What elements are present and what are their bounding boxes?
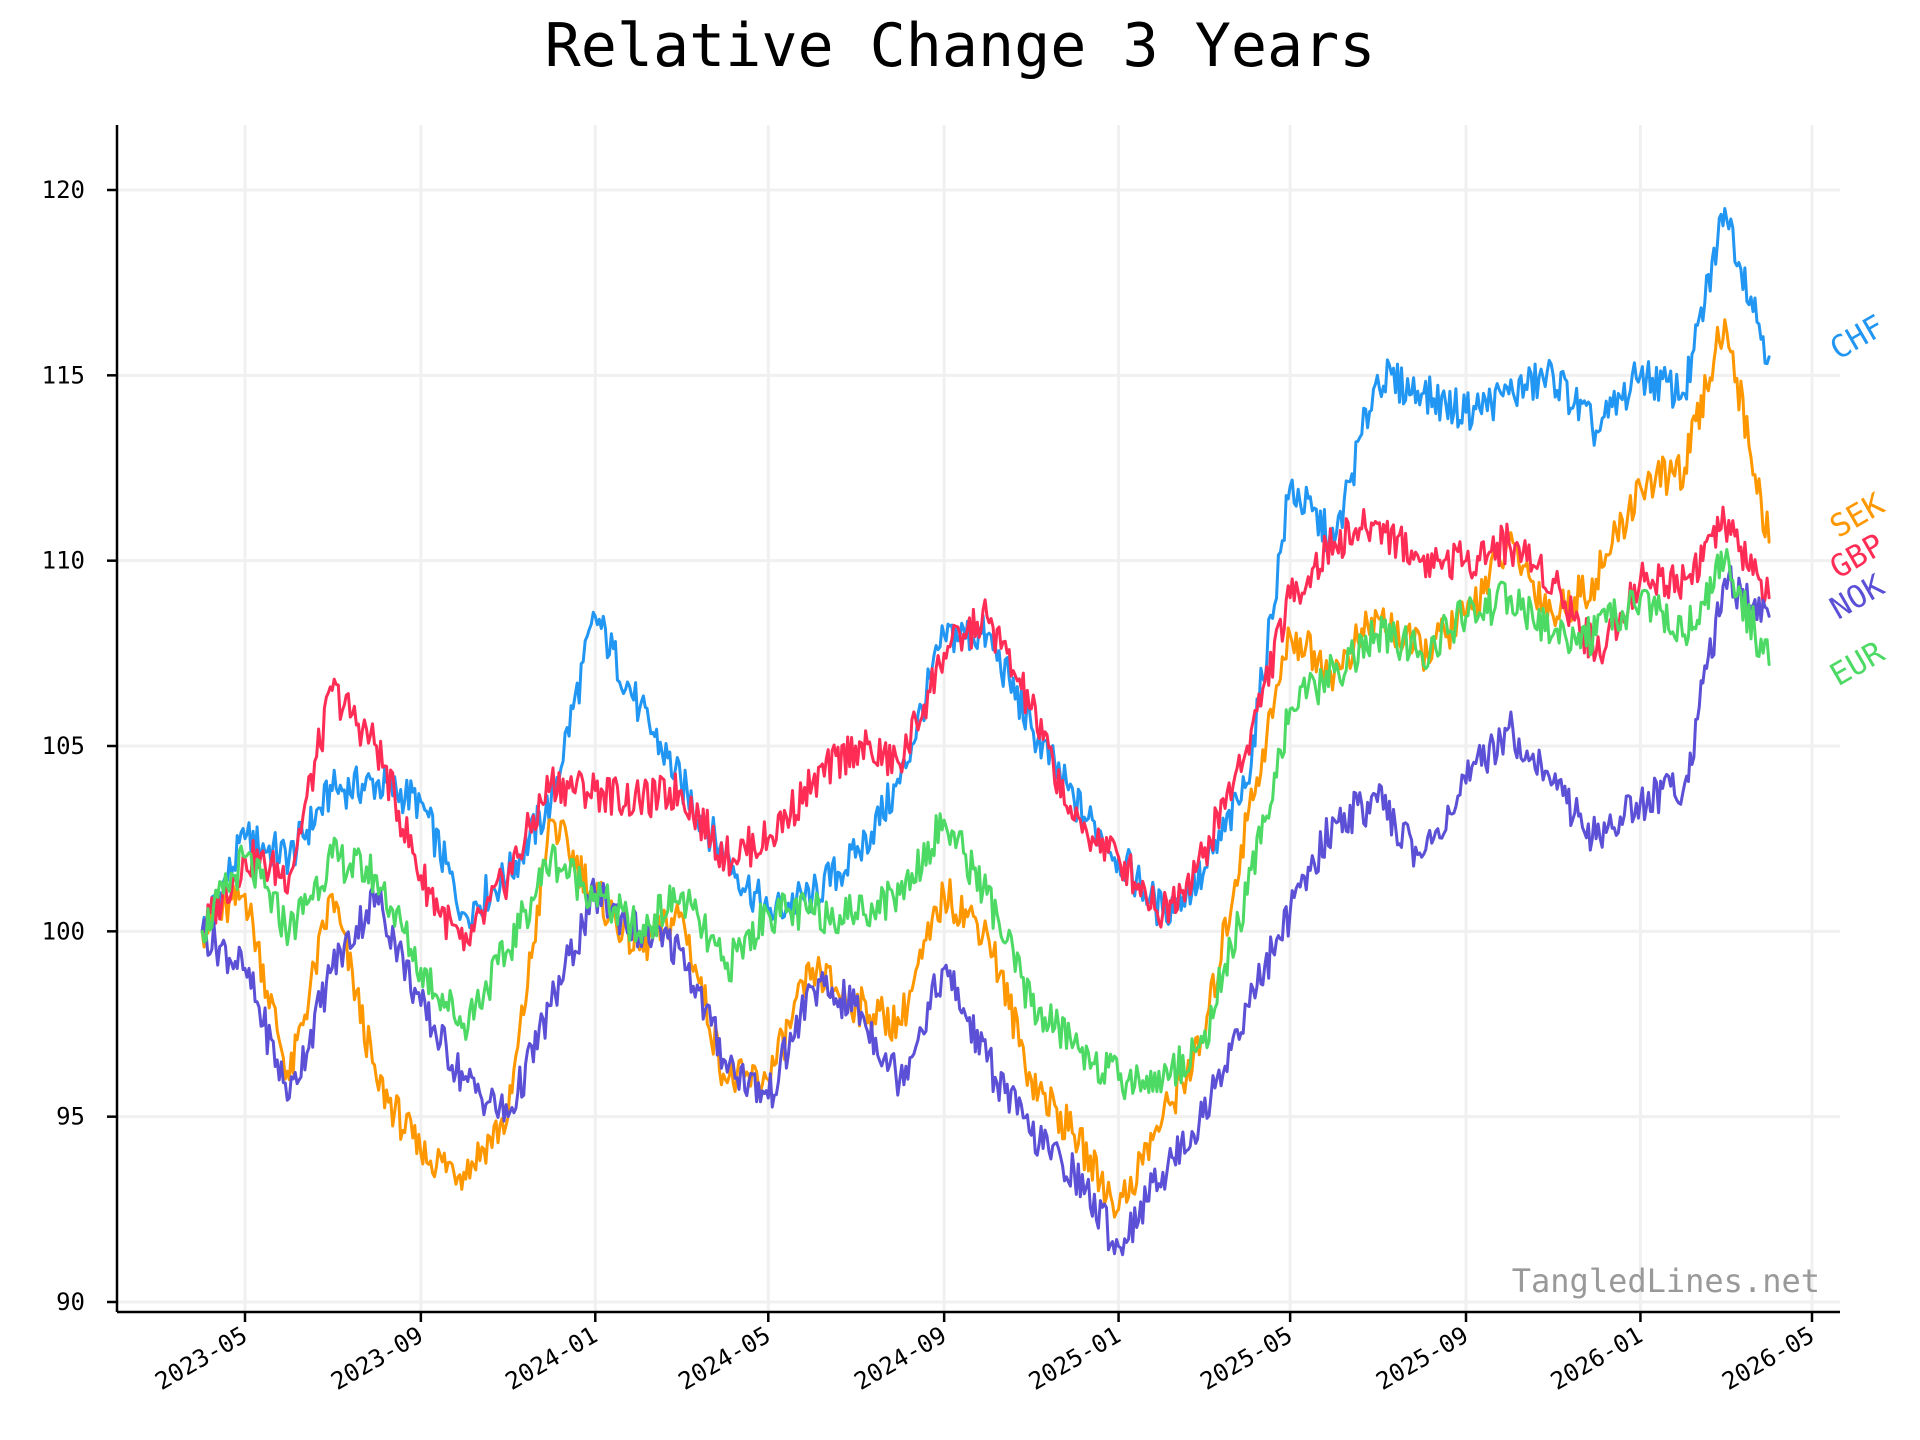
x-tick-label: 2025-09 — [1371, 1321, 1473, 1396]
x-tick-label: 2023-05 — [150, 1321, 252, 1396]
x-ticks: 2023-05 2023-09 2024-01 2024-05 2024-09 2025-… — [150, 1312, 1819, 1396]
x-tick-label: 2025-05 — [1196, 1321, 1298, 1396]
chart-title: Relative Change 3 Years — [545, 11, 1376, 81]
series-line-chf — [200, 207, 1771, 933]
x-tick-label: 2024-05 — [674, 1321, 776, 1396]
series-label-eur: EUR — [1824, 634, 1891, 693]
y-tick-label: 95 — [56, 1103, 85, 1131]
y-tick-label: 120 — [42, 176, 85, 204]
y-tick-label: 115 — [42, 361, 85, 389]
y-tick-label: 90 — [56, 1288, 85, 1316]
series-line-eur — [200, 548, 1771, 1101]
grid — [117, 125, 1840, 1312]
series-line-nok — [200, 565, 1771, 1257]
series-label-chf: CHF — [1824, 308, 1890, 367]
y-tick-label: 110 — [42, 547, 85, 575]
x-tick-label: 2024-01 — [501, 1321, 603, 1396]
y-ticks: 90 95 100 105 110 115 120 — [42, 176, 117, 1316]
series-lines — [200, 207, 1771, 1257]
x-tick-label: 2026-05 — [1717, 1321, 1819, 1396]
x-tick-label: 2024-09 — [850, 1321, 952, 1396]
series-line-gbp — [200, 505, 1771, 952]
watermark: TangledLines.net — [1512, 1262, 1820, 1300]
x-tick-label: 2026-01 — [1546, 1321, 1648, 1396]
x-tick-label: 2025-01 — [1024, 1321, 1126, 1396]
x-tick-label: 2023-09 — [326, 1321, 428, 1396]
y-tick-label: 100 — [42, 917, 85, 945]
series-label-nok: NOK — [1824, 568, 1891, 627]
y-tick-label: 105 — [42, 732, 85, 760]
axes — [115, 125, 1840, 1314]
